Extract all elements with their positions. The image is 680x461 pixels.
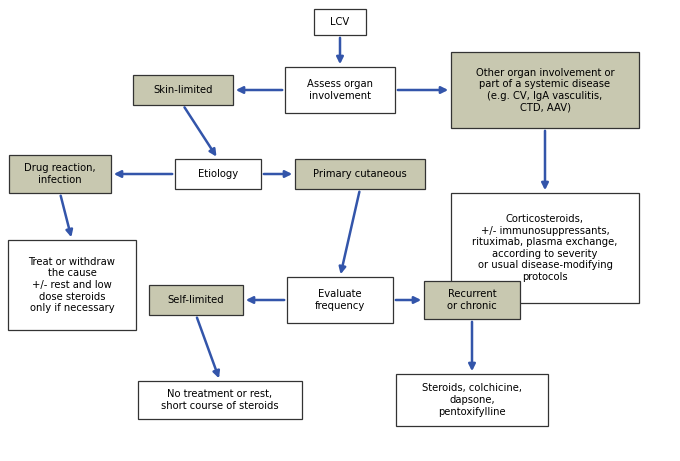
Text: Primary cutaneous: Primary cutaneous bbox=[313, 169, 407, 179]
Text: Evaluate
frequency: Evaluate frequency bbox=[315, 289, 365, 311]
Text: Treat or withdraw
the cause
+/- rest and low
dose steroids
only if necessary: Treat or withdraw the cause +/- rest and… bbox=[29, 257, 116, 313]
Text: No treatment or rest,
short course of steroids: No treatment or rest, short course of st… bbox=[161, 389, 279, 411]
FancyBboxPatch shape bbox=[285, 67, 395, 113]
Text: Assess organ
involvement: Assess organ involvement bbox=[307, 79, 373, 101]
FancyBboxPatch shape bbox=[424, 281, 520, 319]
FancyBboxPatch shape bbox=[175, 159, 261, 189]
FancyBboxPatch shape bbox=[396, 374, 548, 426]
Text: Etiology: Etiology bbox=[198, 169, 238, 179]
Text: LCV: LCV bbox=[330, 17, 350, 27]
FancyBboxPatch shape bbox=[451, 52, 639, 128]
FancyBboxPatch shape bbox=[133, 75, 233, 105]
FancyBboxPatch shape bbox=[149, 285, 243, 315]
Text: Skin-limited: Skin-limited bbox=[153, 85, 213, 95]
FancyBboxPatch shape bbox=[295, 159, 425, 189]
FancyBboxPatch shape bbox=[287, 277, 393, 323]
FancyBboxPatch shape bbox=[9, 155, 111, 193]
Text: Drug reaction,
infection: Drug reaction, infection bbox=[24, 163, 96, 185]
Text: Self-limited: Self-limited bbox=[168, 295, 224, 305]
Text: Recurrent
or chronic: Recurrent or chronic bbox=[447, 289, 497, 311]
FancyBboxPatch shape bbox=[451, 193, 639, 303]
FancyBboxPatch shape bbox=[138, 381, 302, 419]
Text: Other organ involvement or
part of a systemic disease
(e.g. CV, IgA vasculitis,
: Other organ involvement or part of a sys… bbox=[476, 68, 614, 112]
Text: Steroids, colchicine,
dapsone,
pentoxifylline: Steroids, colchicine, dapsone, pentoxify… bbox=[422, 384, 522, 417]
FancyBboxPatch shape bbox=[314, 9, 366, 35]
Text: Corticosteroids,
+/- immunosuppressants,
rituximab, plasma exchange,
according t: Corticosteroids, +/- immunosuppressants,… bbox=[473, 214, 617, 282]
FancyBboxPatch shape bbox=[8, 240, 136, 330]
